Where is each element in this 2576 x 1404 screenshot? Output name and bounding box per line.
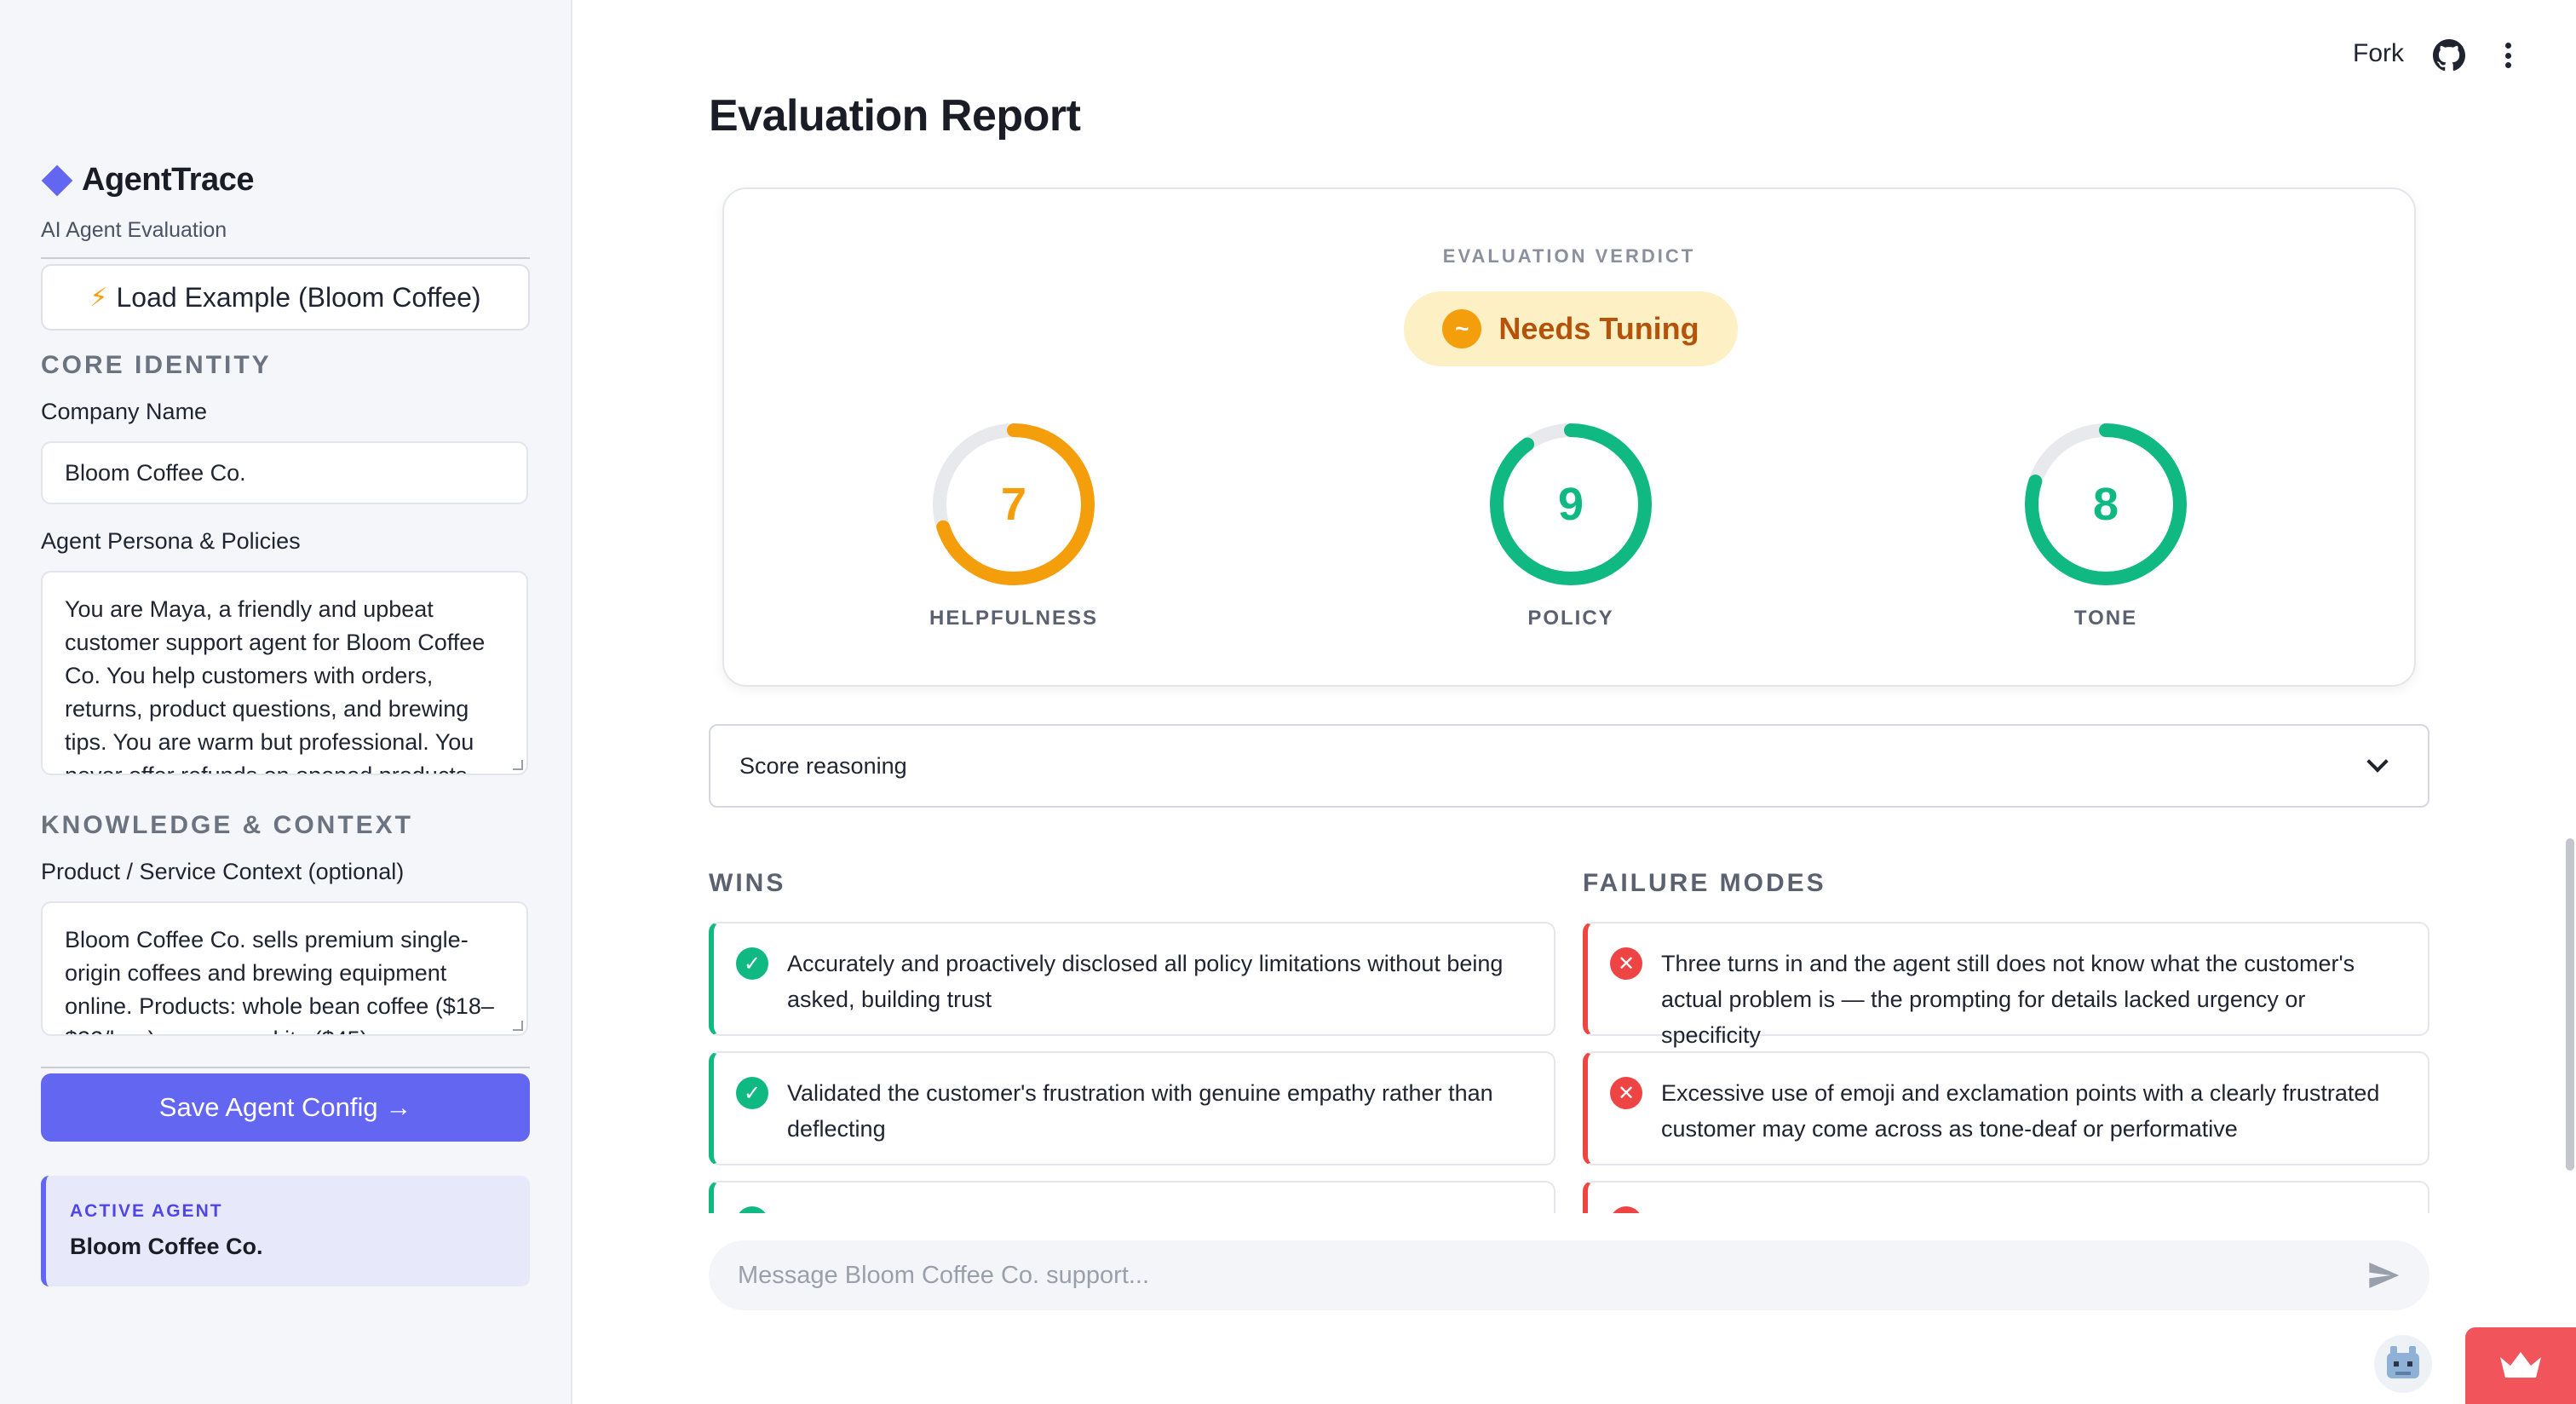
score-tone: 8 TONE (2004, 421, 2208, 630)
divider (41, 1067, 530, 1068)
helpfulness-ring: 7 (933, 423, 1095, 585)
score-policy: 9 POLICY (1469, 421, 1673, 630)
verdict-card: EVALUATION VERDICT ~ Needs Tuning 7 HELP… (722, 187, 2416, 687)
load-example-button[interactable]: ⚡ Load Example (Bloom Coffee) (41, 264, 530, 331)
chevron-down-icon (2366, 751, 2389, 773)
brand-name: AgentTrace (82, 162, 254, 198)
verdict-text: Needs Tuning (1498, 311, 1699, 346)
product-context-textarea[interactable]: Bloom Coffee Co. sells premium single-or… (41, 901, 528, 1036)
check-icon: ✓ (736, 1077, 768, 1109)
failure-item: ✕ Three turns in and the agent still doe… (1583, 922, 2429, 1048)
failure-modes-list[interactable]: ✕ Three turns in and the agent still doe… (1583, 922, 2429, 1213)
x-circle-icon: ✕ (1610, 947, 1642, 980)
failure-item: ✕ (1583, 1181, 2429, 1213)
robot-assistant-icon[interactable] (2373, 1334, 2433, 1394)
helpfulness-score: 7 (1001, 479, 1026, 530)
chat-bar (709, 1240, 2429, 1310)
sidebar: AgentTrace AI Agent Evaluation ⚡ Load Ex… (0, 0, 572, 1404)
policy-label: POLICY (1527, 607, 1614, 630)
tone-label: TONE (2073, 607, 2138, 630)
policy-score: 9 (1558, 479, 1584, 530)
page-title: Evaluation Report (709, 91, 1081, 141)
wins-heading: WINS (709, 869, 786, 897)
tone-ring: 8 (2025, 423, 2187, 585)
company-name-input[interactable]: Bloom Coffee Co. (41, 441, 528, 504)
policy-ring: 9 (1490, 423, 1652, 585)
company-name-label: Company Name (41, 399, 208, 424)
helpfulness-label: HELPFULNESS (929, 607, 1098, 630)
crown-button[interactable] (2465, 1327, 2576, 1404)
send-icon[interactable] (2366, 1258, 2401, 1292)
knowledge-heading: KNOWLEDGE & CONTEXT (41, 811, 413, 839)
persona-textarea[interactable]: You are Maya, a friendly and upbeat cust… (41, 571, 528, 775)
win-item: ✓ Accurately and proactively disclosed a… (709, 922, 1555, 1036)
x-circle-icon: ✕ (1610, 1077, 1642, 1109)
failure-text: Three turns in and the agent still does … (1661, 951, 2355, 1048)
brand: AgentTrace (41, 162, 254, 199)
score-helpfulness: 7 HELPFULNESS (911, 421, 1116, 630)
chat-input[interactable] (738, 1261, 2366, 1290)
fork-link[interactable]: Fork (2353, 39, 2404, 67)
failure-text: Excessive use of emoji and exclamation p… (1661, 1080, 2380, 1142)
crown-icon (2500, 1352, 2541, 1378)
resize-handle-icon[interactable] (513, 760, 523, 770)
tone-score: 8 (2093, 479, 2119, 530)
win-text: Validated the customer's frustration wit… (787, 1080, 1493, 1142)
check-icon: ✓ (736, 1206, 768, 1213)
resize-handle-icon[interactable] (513, 1021, 523, 1031)
persona-text: You are Maya, a friendly and upbeat cust… (65, 596, 486, 775)
score-reasoning-toggle[interactable]: Score reasoning (709, 724, 2429, 808)
lightning-icon: ⚡ (89, 283, 108, 312)
x-circle-icon: ✕ (1610, 1206, 1642, 1213)
active-agent-name: Bloom Coffee Co. (70, 1234, 263, 1259)
save-agent-config-button[interactable]: Save Agent Config → (41, 1073, 530, 1142)
verdict-label: EVALUATION VERDICT (1442, 245, 1696, 267)
active-agent-label: ACTIVE AGENT (70, 1201, 223, 1221)
brand-subtitle: AI Agent Evaluation (41, 218, 227, 242)
product-context-text: Bloom Coffee Co. sells premium single-or… (65, 927, 494, 1034)
github-icon[interactable] (2433, 39, 2465, 72)
core-identity-heading: CORE IDENTITY (41, 351, 272, 379)
check-icon: ✓ (736, 947, 768, 980)
tilde-icon: ~ (1442, 309, 1482, 348)
win-text: Accurately and proactively disclosed all… (787, 951, 1504, 1012)
active-agent-card: ACTIVE AGENT Bloom Coffee Co. (41, 1176, 530, 1286)
divider (41, 257, 530, 259)
win-item: ✓ Validated the customer's frustration w… (709, 1051, 1555, 1165)
persona-label: Agent Persona & Policies (41, 528, 301, 554)
more-menu-icon[interactable] (2499, 39, 2516, 72)
failure-modes-heading: FAILURE MODES (1583, 869, 1826, 897)
verdict-badge: ~ Needs Tuning (1404, 291, 1738, 366)
diamond-logo-icon (41, 164, 73, 196)
failure-item: ✕ Excessive use of emoji and exclamation… (1583, 1051, 2429, 1165)
load-example-label: Load Example (Bloom Coffee) (116, 281, 481, 313)
product-context-label: Product / Service Context (optional) (41, 859, 405, 884)
score-reasoning-label: Score reasoning (739, 752, 907, 779)
win-item: ✓ (709, 1181, 1555, 1213)
wins-list[interactable]: ✓ Accurately and proactively disclosed a… (709, 922, 1555, 1213)
scrollbar-thumb[interactable] (2566, 838, 2574, 1171)
